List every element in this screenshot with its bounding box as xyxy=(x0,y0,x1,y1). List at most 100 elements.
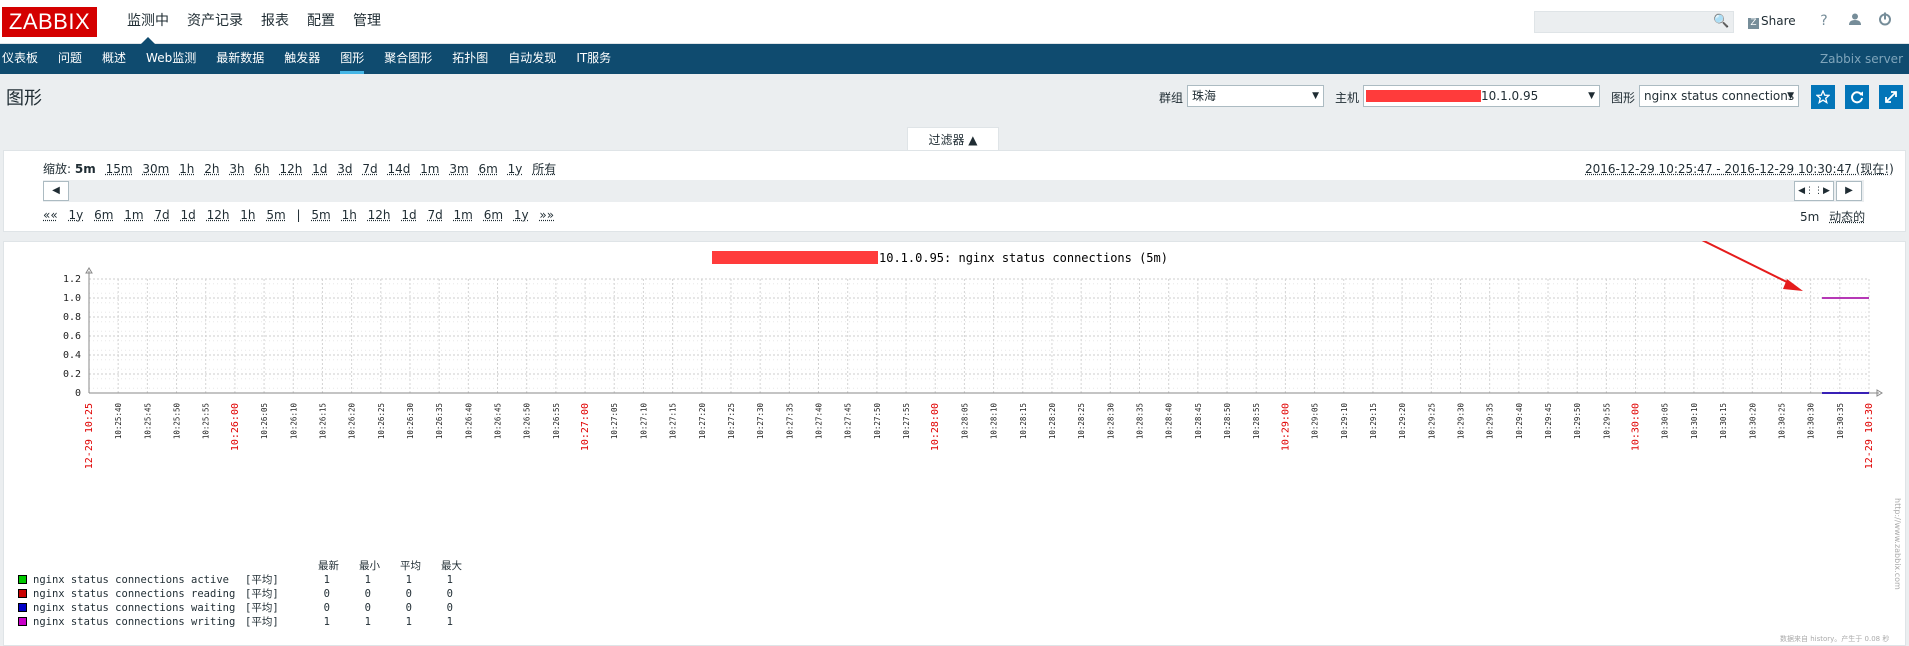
x-tick-label: 10:27:15 xyxy=(669,403,678,439)
y-tick-label: 0.2 xyxy=(63,369,81,380)
main-menu-administration[interactable]: 管理 xyxy=(353,13,381,29)
zoom-option[interactable]: 所有 xyxy=(532,162,557,176)
sub-menu-problems[interactable]: 问题 xyxy=(58,51,83,65)
favorite-button[interactable] xyxy=(1811,85,1835,109)
x-tick-label: 10:27:25 xyxy=(727,403,736,439)
scroll-left-button[interactable]: ◀ xyxy=(43,181,69,201)
nav-back-option[interactable]: «« xyxy=(43,208,58,222)
nav-back-option[interactable]: 6m xyxy=(94,208,114,222)
timeline-scrollbar[interactable] xyxy=(43,180,1864,202)
host-select[interactable]: 10.1.0.95 ▼ xyxy=(1363,85,1600,107)
sub-menu-graphs[interactable]: 图形 xyxy=(340,44,372,74)
zoom-option[interactable]: 2h xyxy=(204,162,220,176)
zoom-option[interactable]: 30m xyxy=(142,162,170,176)
page-title: 图形 xyxy=(6,88,42,109)
x-tick-label: 10:30:35 xyxy=(1836,403,1845,439)
sub-menu-it-services[interactable]: IT服务 xyxy=(576,51,612,65)
time-range-text[interactable]: 2016-12-29 10:25:47 - 2016-12-29 10:30:4… xyxy=(1585,162,1894,176)
share-link[interactable]: Z Share xyxy=(1748,14,1796,29)
legend-last: 0 xyxy=(323,588,330,600)
help-icon[interactable]: ? xyxy=(1820,13,1828,29)
nav-back-option[interactable]: 12h xyxy=(206,208,230,222)
x-axis-arrow xyxy=(1876,389,1883,397)
graph-panel xyxy=(3,241,1906,646)
nav-forward-option[interactable]: 5m xyxy=(311,208,331,222)
x-tick-label: 10:30:15 xyxy=(1719,403,1728,439)
nav-forward-option[interactable]: 1d xyxy=(401,208,417,222)
zoom-option[interactable]: 1d xyxy=(312,162,328,176)
zoom-option[interactable]: 1m xyxy=(420,162,440,176)
graph-select[interactable]: nginx status connections ▼ xyxy=(1639,85,1799,107)
legend-max: 0 xyxy=(446,588,453,600)
nav-back-option[interactable]: 5m xyxy=(266,208,286,222)
legend-row: nginx status connections writing [平均] 1 1 1 1 xyxy=(18,614,453,628)
sub-menu-maps[interactable]: 拓扑图 xyxy=(452,51,489,65)
legend-avg: 1 xyxy=(405,616,412,628)
legend-header-avg: 平均 xyxy=(400,560,421,572)
dynamic-toggle[interactable]: 动态的 xyxy=(1829,210,1866,224)
zoom-option[interactable]: 1y xyxy=(507,162,523,176)
zoom-option[interactable]: 6m xyxy=(478,162,498,176)
group-select[interactable]: 珠海 ▼ xyxy=(1187,85,1324,107)
zoom-option[interactable]: 3m xyxy=(449,162,469,176)
nav-forward-option[interactable]: 6m xyxy=(483,208,504,222)
zoom-option[interactable]: 3h xyxy=(229,162,245,176)
nav-forward-option[interactable]: 1m xyxy=(453,208,473,222)
fullscreen-button[interactable] xyxy=(1879,85,1903,109)
nav-back-option[interactable]: 1h xyxy=(240,208,256,222)
graph-select-value: nginx status connections xyxy=(1644,89,1795,103)
main-menu-reports[interactable]: 报表 xyxy=(261,13,289,29)
zoom-option[interactable]: 3d xyxy=(337,162,353,176)
zabbix-watermark: http://www.zabbix.com xyxy=(1893,498,1902,590)
scroll-handle[interactable]: ◀⋮⋮▶ xyxy=(1794,181,1834,201)
sub-menu-latest-data[interactable]: 最新数据 xyxy=(216,51,265,65)
x-tick-label: 10:27:55 xyxy=(902,403,911,439)
nav-forward-option[interactable]: »» xyxy=(539,208,555,222)
legend-last: 0 xyxy=(323,602,330,614)
main-menu-configuration[interactable]: 配置 xyxy=(307,13,335,29)
nav-back-option[interactable]: 1y xyxy=(68,208,84,222)
y-tick-label: 0 xyxy=(75,388,81,399)
sub-menu-web[interactable]: Web监测 xyxy=(146,51,197,65)
zoom-option[interactable]: 14d xyxy=(387,162,411,176)
legend-min: 1 xyxy=(364,574,371,586)
fullscreen-icon xyxy=(1885,91,1897,103)
sub-menu-screens[interactable]: 聚合图形 xyxy=(384,51,433,65)
zoom-option[interactable]: 6h xyxy=(254,162,270,176)
sub-menu-triggers[interactable]: 触发器 xyxy=(284,51,321,65)
refresh-button[interactable] xyxy=(1845,85,1869,109)
search-input[interactable] xyxy=(1534,11,1734,33)
zoom-option[interactable]: 5m xyxy=(74,162,96,176)
sub-menu-bar: 仪表板 问题 概述 Web监测 最新数据 触发器 图形 聚合图形 拓扑图 自动发… xyxy=(0,44,1909,74)
sub-menu-overview[interactable]: 概述 xyxy=(102,51,127,65)
x-tick-label: 10:29:50 xyxy=(1573,403,1582,440)
nav-forward-option[interactable]: 1h xyxy=(341,208,357,222)
nav-forward-option[interactable]: 7d xyxy=(427,208,443,222)
nav-forward-option[interactable]: 12h xyxy=(367,208,391,222)
legend-series-name: nginx status connections reading xyxy=(33,588,236,600)
nav-forward-option[interactable]: 1y xyxy=(513,208,529,222)
x-tick-label: 10:27:30 xyxy=(756,403,765,440)
zoom-option[interactable]: 15m xyxy=(105,162,133,176)
user-profile-icon[interactable] xyxy=(1846,12,1864,30)
main-menu-monitoring[interactable]: 监测中 xyxy=(118,0,178,44)
zoom-option[interactable]: 12h xyxy=(279,162,303,176)
sub-menu-dashboard[interactable]: 仪表板 xyxy=(2,51,39,65)
period-status: 5m 动态的 xyxy=(1800,208,1865,225)
zabbix-logo[interactable]: ZABBIX xyxy=(2,7,97,37)
search-icon[interactable]: 🔍 xyxy=(1713,14,1730,29)
zoom-option[interactable]: 7d xyxy=(362,162,378,176)
sub-menu-discovery[interactable]: 自动发现 xyxy=(508,51,557,65)
scroll-right-button[interactable]: ▶ xyxy=(1836,181,1862,201)
sign-out-icon[interactable] xyxy=(1876,12,1894,30)
filter-toggle-tab[interactable]: 过滤器 ▲ xyxy=(907,127,999,151)
main-menu-inventory[interactable]: 资产记录 xyxy=(187,13,243,29)
refresh-icon xyxy=(1851,91,1863,104)
nav-back-option[interactable]: 1d xyxy=(180,208,196,222)
nav-back-option[interactable]: 1m xyxy=(124,208,144,222)
x-tick-label: 10:28:50 xyxy=(1223,403,1232,440)
legend-series-name: nginx status connections active xyxy=(33,574,229,586)
x-tick-label: 10:28:40 xyxy=(1165,403,1174,440)
zoom-option[interactable]: 1h xyxy=(179,162,195,176)
nav-back-option[interactable]: 7d xyxy=(154,208,170,222)
